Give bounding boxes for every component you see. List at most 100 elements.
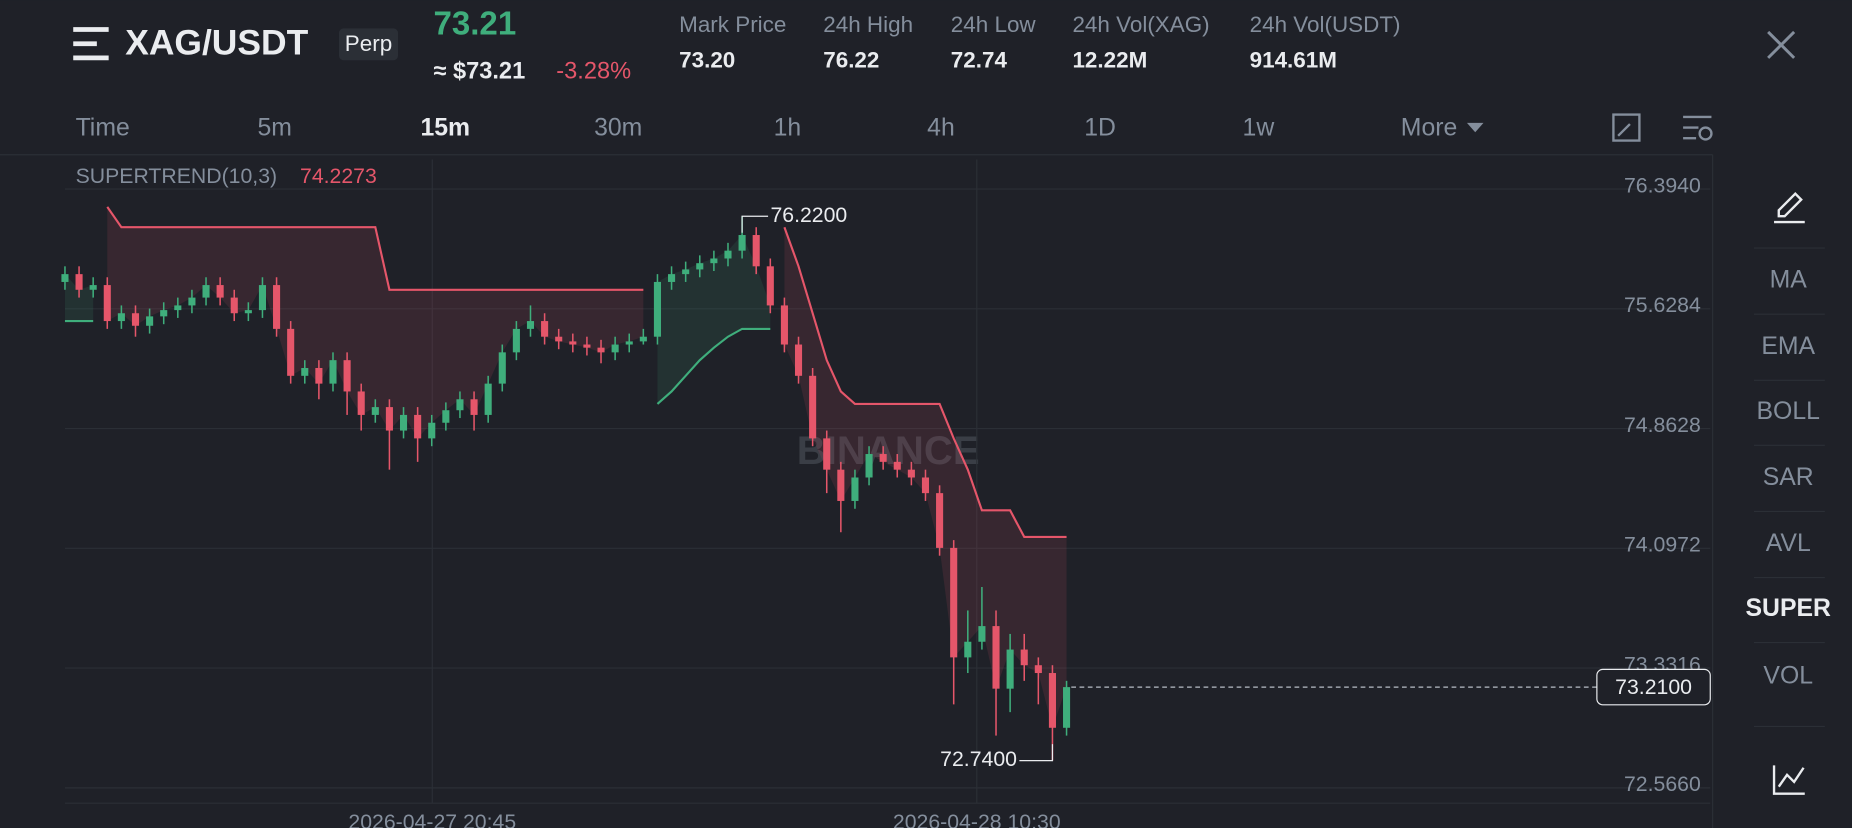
indicator-name: SUPERTREND(10,3) [76,164,278,188]
candle-body [131,313,140,326]
candle-body [978,626,986,642]
candle-body [950,547,958,658]
candle-body [752,235,760,267]
candle-body [639,336,647,342]
supertrend-line [64,319,771,405]
candle-body [146,316,154,326]
x-tick-label: 2026-04-27 20:45 [348,810,516,828]
candle-body [865,454,873,478]
more-arrow[interactable] [1466,122,1484,133]
candle-body [710,258,718,264]
stat-value: 76.22 [823,47,879,72]
candle-body [385,407,393,431]
candle-body [160,310,168,317]
indicator-button[interactable]: SAR [1763,464,1814,491]
candle-body [724,250,732,259]
menu-icon[interactable] [73,27,109,61]
interval-tab[interactable]: 1w [1243,114,1275,141]
candle-body [794,344,803,376]
candle-body [456,399,464,411]
candle-body [893,461,901,470]
candle-body [809,375,817,439]
candle-body [188,297,196,306]
candle-body [583,344,591,348]
candle-body [61,274,69,282]
interval-tab[interactable]: More [1401,114,1457,141]
interval-tab[interactable]: Time [76,114,130,141]
indicator-button[interactable]: BOLL [1757,398,1820,425]
last-price-box [1596,668,1711,706]
candle-body [964,641,972,658]
last-price: 73.21 [433,6,516,43]
indicator-button[interactable]: MA [1770,267,1808,294]
candle-body [343,360,351,392]
candle-body [1020,649,1028,666]
badge: Perp [345,31,392,56]
candle-body [936,493,944,548]
trend-fill [107,206,644,439]
candle-body [498,352,506,384]
candle-body [780,305,788,345]
approx-price: ≈ $73.21 [433,58,525,84]
candle-body [75,274,83,290]
badge-box [338,28,399,61]
interval-tab[interactable]: 30m [594,114,642,141]
candle-body [766,266,774,306]
candle-body [879,454,887,462]
interval-tab[interactable]: 4h [927,114,955,141]
interval-tab[interactable]: 1h [774,114,802,141]
candle-body [682,269,690,275]
last-price-label: 73.2100 [1615,675,1692,699]
settings-icon[interactable] [1683,115,1713,141]
interval-tab[interactable]: 1D [1084,114,1116,141]
candle-body [569,341,577,345]
symbol[interactable]: XAG/USDT [125,22,308,62]
y-tick-label: 74.8628 [1624,413,1701,437]
stat-label: 24h Low [951,12,1037,37]
min-label: 72.7400 [940,747,1017,771]
interval-tab[interactable]: 5m [257,114,291,141]
indicator-value: 74.2273 [300,164,377,188]
candle-body [442,410,450,423]
candle-body [1048,673,1056,728]
candle-body [301,367,309,376]
candle-body [399,414,408,431]
stat-value: 73.20 [679,47,735,72]
fullscreen-icon[interactable] [1612,113,1641,142]
indicator-button[interactable]: VOL [1763,662,1813,689]
candle-body [202,285,210,298]
candle-body [357,391,365,415]
candle-body [258,285,267,311]
candle-body [541,321,549,337]
close-button[interactable] [1767,30,1796,59]
x-tick-label: 2026-04-28 10:30 [893,810,1061,828]
candle-body [992,626,1000,689]
candle-body [414,414,422,439]
stat-label: 24h High [823,12,913,37]
candle-body [851,477,859,501]
stat-label: 24h Vol(XAG) [1072,12,1209,37]
candle-body [470,399,478,415]
indicator-button[interactable]: SUPER [1746,595,1832,622]
change: -3.28% [556,58,631,84]
candle-body [484,383,492,415]
chart-type-icon[interactable] [1772,765,1805,795]
indicator-button[interactable]: EMA [1761,333,1815,360]
candle-body [837,469,845,501]
candle-body [823,438,831,470]
candle-body [668,274,676,282]
stat-value: 12.22M [1072,47,1147,72]
y-tick-label: 72.5660 [1624,772,1701,796]
indicator-button[interactable]: AVL [1766,530,1811,557]
draw-tool-icon[interactable] [1774,192,1805,224]
stat-label: 24h Vol(USDT) [1250,12,1401,37]
interval-tab[interactable]: 15m [420,114,470,141]
max-label: 76.2200 [770,203,847,227]
candle-body [555,336,563,342]
candle-body [244,310,252,314]
candle-body [907,469,915,478]
stat-label: Mark Price [679,12,786,37]
stat-value: 914.61M [1250,47,1337,72]
